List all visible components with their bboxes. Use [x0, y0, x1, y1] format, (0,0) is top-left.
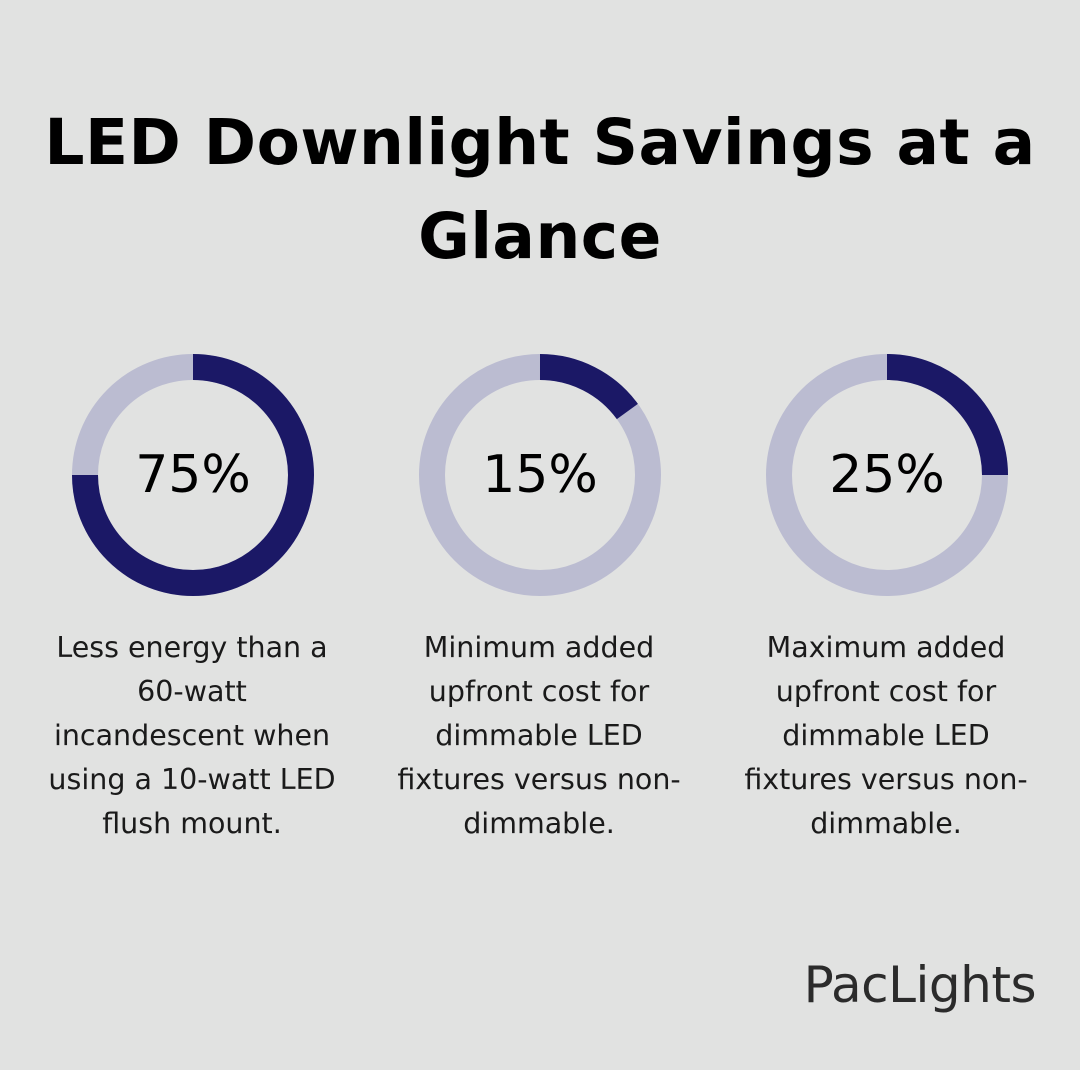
- donut-arc-3: [886, 354, 1008, 476]
- page-title: LED Downlight Savings at a Glance: [44, 106, 1036, 273]
- donut-arc-2: [539, 354, 638, 420]
- donut-arc-1: [72, 354, 314, 596]
- donut-chart-2: [419, 354, 661, 596]
- paclights-logo: PacLights: [803, 956, 1037, 1014]
- stat-description-2: Minimum added upfront cost for dimmable …: [397, 631, 681, 840]
- stat-value-3: 25%: [829, 445, 945, 505]
- stat-description-3: Maximum added upfront cost for dimmable …: [744, 631, 1028, 840]
- donut-chart-3: [766, 354, 1008, 596]
- donut-chart-1: [72, 354, 314, 596]
- stat-description-1: Less energy than a 60-watt incandescent …: [48, 631, 336, 840]
- stat-value-1: 75%: [135, 445, 251, 505]
- stat-value-2: 15%: [482, 445, 598, 505]
